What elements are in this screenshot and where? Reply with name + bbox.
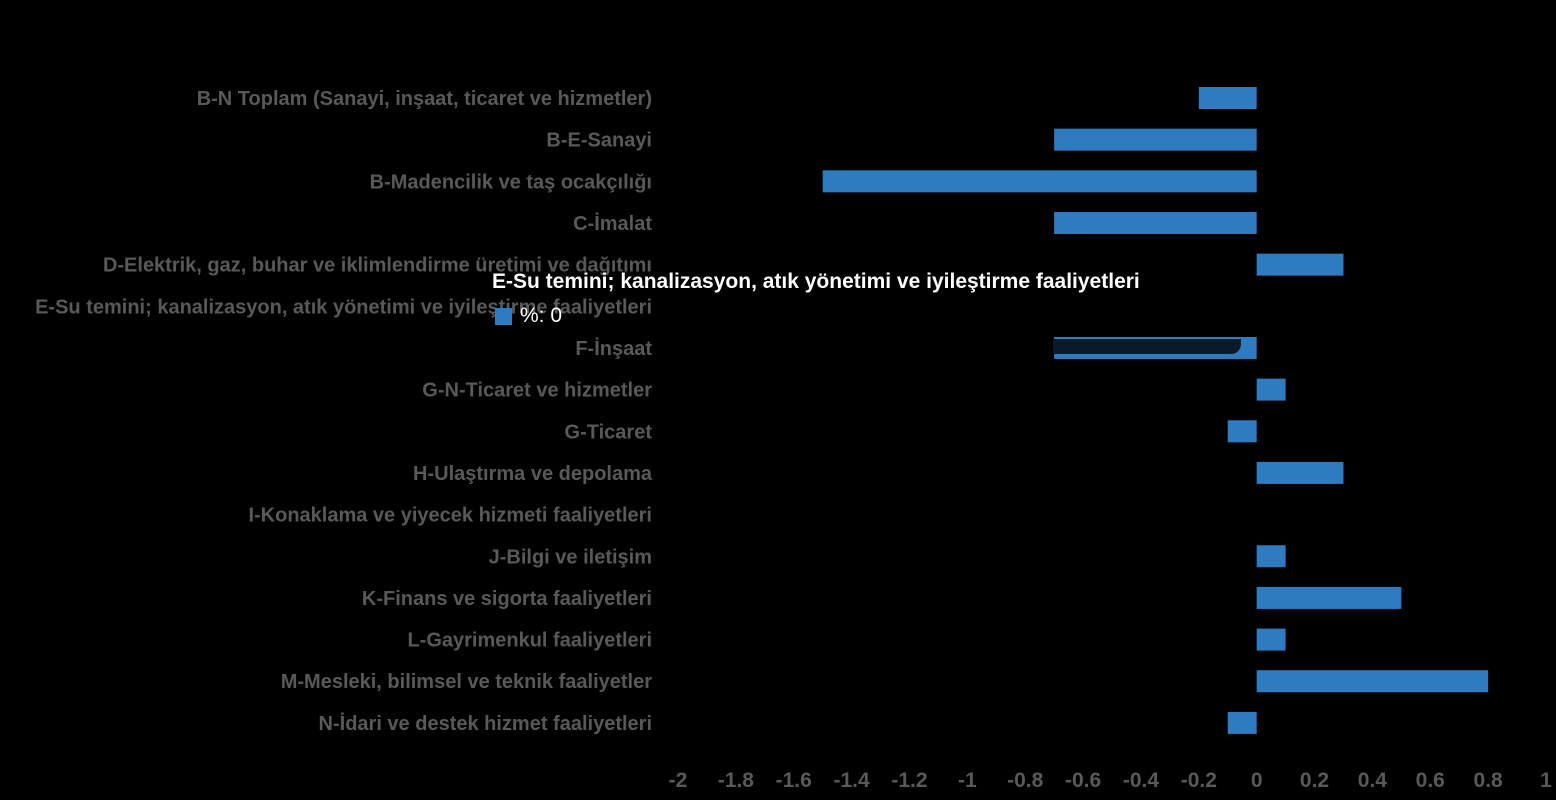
category-label: K-Finans ve sigorta faaliyetleri: [362, 588, 652, 610]
category-label: B-E-Sanayi: [546, 130, 652, 152]
x-tick-label: -0.2: [1181, 769, 1217, 792]
x-tick-label: -0.6: [1065, 769, 1101, 792]
category-labels: B-N Toplam (Sanayi, inşaat, ticaret ve h…: [35, 88, 653, 735]
category-label: D-Elektrik, gaz, buhar ve iklimlendirme …: [103, 255, 652, 277]
bar[interactable]: [1256, 586, 1402, 609]
x-axis-tick-labels: -2 -1.8 -1.6 -1.4 -1.2 -1 -0.8 -0.6 -0.4 -0.2 0 0.2…: [669, 769, 1553, 792]
category-label: C-İmalat: [573, 212, 652, 235]
tooltip-value: %: 0: [520, 304, 563, 327]
x-tick-label: 0.2: [1300, 769, 1329, 792]
bar[interactable]: [1054, 211, 1257, 234]
category-label: J-Bilgi ve iletişim: [489, 546, 652, 568]
bar[interactable]: [822, 170, 1257, 193]
category-label: F-İnşaat: [575, 337, 652, 360]
category-label: M-Mesleki, bilimsel ve teknik faaliyetle…: [281, 671, 652, 693]
tooltip-value-row: %: 0: [492, 304, 1140, 328]
x-tick-label: 1: [1540, 769, 1552, 792]
bar[interactable]: [1256, 461, 1344, 484]
category-label: H-Ulaştırma ve depolama: [413, 463, 653, 485]
tooltip-title: E-Su temini; kanalizasyon, atık yönetimi…: [492, 270, 1140, 293]
category-label: G-N-Ticaret ve hizmetler: [422, 380, 652, 402]
x-tick-label: 0.8: [1474, 769, 1504, 792]
x-tick-label: 0.4: [1358, 769, 1388, 792]
category-label: B-N Toplam (Sanayi, inşaat, ticaret ve h…: [197, 88, 652, 110]
x-tick-label: -1.4: [834, 769, 871, 792]
tooltip: E-Su temini; kanalizasyon, atık yönetimi…: [482, 262, 1150, 336]
bar[interactable]: [1256, 670, 1489, 693]
x-tick-label: -1: [958, 769, 977, 792]
category-label: B-Madencilik ve taş ocakçılığı: [370, 171, 652, 193]
x-tick-label: 0.6: [1416, 769, 1445, 792]
bar[interactable]: [1054, 128, 1257, 151]
x-tick-label: -0.8: [1007, 769, 1044, 792]
category-label: G-Ticaret: [565, 421, 653, 443]
x-tick-label: -1.8: [718, 769, 755, 792]
bars-layer: [822, 87, 1489, 734]
bar[interactable]: [1256, 545, 1286, 568]
bar[interactable]: [1227, 420, 1257, 443]
x-tick-label: -1.2: [891, 769, 927, 792]
category-label: I-Konaklama ve yiyecek hizmeti faaliyetl…: [248, 505, 652, 527]
tooltip-series-swatch: [495, 307, 512, 325]
x-tick-label: -0.4: [1123, 769, 1160, 792]
bar[interactable]: [1198, 87, 1257, 109]
x-tick-label: -2: [669, 769, 688, 792]
x-tick-label: 0: [1251, 769, 1263, 792]
category-label: L-Gayrimenkul faaliyetleri: [407, 630, 652, 652]
hover-highlight: [1053, 339, 1241, 354]
bar[interactable]: [1256, 378, 1286, 401]
bar[interactable]: [1256, 253, 1344, 276]
category-label: N-İdari ve destek hizmet faaliyetleri: [319, 712, 652, 735]
bar[interactable]: [1256, 628, 1286, 651]
x-tick-label: -1.6: [776, 769, 812, 792]
bar[interactable]: [1227, 711, 1257, 734]
